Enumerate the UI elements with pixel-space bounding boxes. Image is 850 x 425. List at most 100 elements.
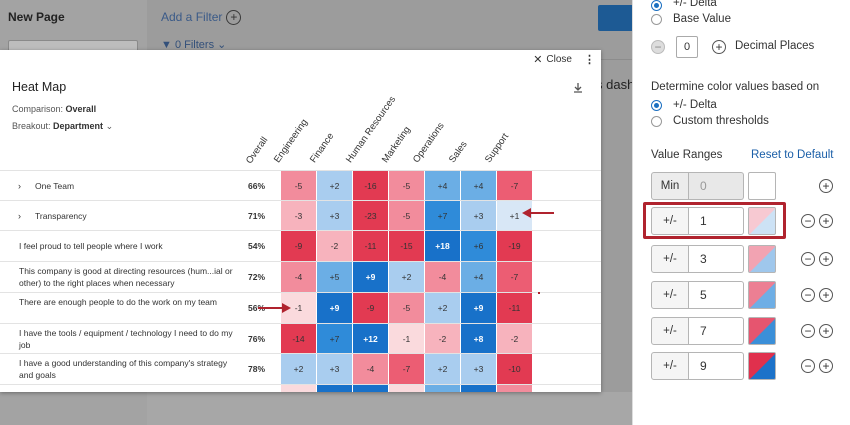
min-label: Min (651, 172, 689, 200)
minus-circle-icon[interactable]: − (651, 40, 665, 54)
heat-cell[interactable]: -2 (317, 231, 353, 262)
background-strip (147, 392, 632, 425)
chevron-right-icon[interactable]: › (18, 211, 21, 221)
heat-cell[interactable]: +4 (461, 262, 497, 293)
plus-circle-icon[interactable]: + (819, 288, 833, 302)
heat-cell[interactable]: -4 (281, 262, 317, 293)
plus-minus-button[interactable]: +/- (651, 245, 689, 273)
plus-circle-icon[interactable]: + (819, 359, 833, 373)
breakout-selector[interactable]: Breakout: Department ⌄ (12, 121, 113, 132)
heat-cell[interactable]: +9 (353, 262, 389, 293)
min-color-swatch[interactable] (748, 172, 776, 200)
range-value-input[interactable]: 3 (689, 245, 744, 273)
plus-circle-icon[interactable]: + (819, 324, 833, 338)
radio-color-delta[interactable] (651, 100, 662, 111)
heat-cell[interactable]: -7 (497, 171, 533, 201)
heat-cell[interactable]: +3 (461, 354, 497, 385)
heat-cell[interactable]: +2 (425, 354, 461, 385)
heat-cell[interactable]: -2 (497, 324, 533, 354)
heat-cell[interactable]: -10 (497, 354, 533, 385)
modal-toolbar: ✕ Close ⋮ (0, 50, 601, 68)
heat-cell[interactable]: -5 (281, 171, 317, 201)
range-value-input[interactable]: 7 (689, 317, 744, 345)
plus-circle-icon[interactable]: + (712, 40, 726, 54)
decimal-places-input[interactable]: 0 (676, 36, 698, 58)
heat-cell[interactable]: -7 (497, 262, 533, 293)
close-button[interactable]: Close (546, 53, 572, 65)
range-value-input[interactable]: 9 (689, 352, 744, 380)
heat-cell[interactable]: +3 (317, 201, 353, 231)
heat-cell[interactable]: -19 (497, 231, 533, 262)
table-row[interactable]: › One Team 66% -5 +2 -16 -5 +4 +4 -7 (0, 170, 601, 201)
heat-cell[interactable]: -4 (353, 354, 389, 385)
annotation-highlight-box (643, 202, 786, 239)
heat-cell[interactable]: +2 (425, 293, 461, 324)
heat-cell[interactable]: +4 (425, 171, 461, 201)
chevron-right-icon[interactable]: › (18, 181, 21, 191)
heat-cell[interactable]: -7 (389, 354, 425, 385)
plus-minus-button[interactable]: +/- (651, 317, 689, 345)
heat-cell[interactable]: +18 (425, 231, 461, 262)
heat-cell[interactable]: -2 (425, 324, 461, 354)
minus-circle-icon[interactable]: − (801, 324, 815, 338)
heat-cell[interactable]: +5 (317, 262, 353, 293)
plus-minus-button[interactable]: +/- (651, 281, 689, 309)
heat-cell[interactable]: -3 (281, 201, 317, 231)
heat-cell[interactable]: +7 (317, 324, 353, 354)
heat-cell[interactable]: +4 (461, 171, 497, 201)
heat-cell[interactable]: -14 (281, 324, 317, 354)
range-color-swatch[interactable] (748, 281, 776, 309)
range-color-swatch[interactable] (748, 207, 776, 235)
plus-circle-icon[interactable]: + (819, 214, 833, 228)
heat-cell[interactable]: -5 (389, 201, 425, 231)
heat-cell[interactable]: +12 (353, 324, 389, 354)
heat-cell[interactable]: +8 (461, 324, 497, 354)
heat-cell[interactable]: +2 (389, 262, 425, 293)
minus-circle-icon[interactable]: − (801, 252, 815, 266)
minus-circle-icon[interactable]: − (801, 359, 815, 373)
range-value-input[interactable]: 1 (689, 207, 744, 235)
table-row[interactable]: › Transparency 71% -3 +3 -23 -5 +7 +3 +1 (0, 200, 601, 231)
heat-cell[interactable]: -16 (353, 171, 389, 201)
heat-cell[interactable]: -4 (425, 262, 461, 293)
primary-action-button[interactable] (598, 5, 632, 31)
heat-cell[interactable]: -9 (281, 231, 317, 262)
annotation-arrow-right (530, 212, 554, 214)
close-icon[interactable]: ✕ (533, 53, 543, 66)
add-filter-link[interactable]: Add a Filter + (161, 10, 242, 25)
heat-cell[interactable]: +2 (317, 171, 353, 201)
heat-cell[interactable]: -9 (353, 293, 389, 324)
range-color-swatch[interactable] (748, 352, 776, 380)
heat-cell[interactable]: -5 (389, 171, 425, 201)
heat-cell[interactable]: +3 (317, 354, 353, 385)
download-icon[interactable] (572, 82, 584, 94)
heat-cell[interactable]: -23 (353, 201, 389, 231)
radio-delta-display[interactable] (651, 0, 662, 11)
heat-cell[interactable]: +9 (461, 293, 497, 324)
heat-cell[interactable]: +6 (461, 231, 497, 262)
value-ranges-label: Value Ranges (651, 149, 723, 161)
range-color-swatch[interactable] (748, 245, 776, 273)
heat-cell[interactable]: +9 (317, 293, 353, 324)
heat-cell[interactable]: -5 (389, 293, 425, 324)
range-value-input[interactable]: 5 (689, 281, 744, 309)
minus-circle-icon[interactable]: − (801, 214, 815, 228)
heat-cell[interactable]: +3 (461, 201, 497, 231)
heat-cell[interactable]: -1 (389, 324, 425, 354)
reset-to-default-link[interactable]: Reset to Default (751, 149, 834, 161)
range-color-swatch[interactable] (748, 317, 776, 345)
radio-base-value[interactable] (651, 14, 662, 25)
plus-minus-button[interactable]: +/- (651, 207, 689, 235)
radio-custom-thresholds[interactable] (651, 116, 662, 127)
heat-cell[interactable]: -11 (353, 231, 389, 262)
heat-cell[interactable]: -11 (497, 293, 533, 324)
heat-cell[interactable]: +7 (425, 201, 461, 231)
heat-cell[interactable]: -15 (389, 231, 425, 262)
filters-dropdown[interactable]: ▼ 0 Filters ⌄ (161, 38, 226, 51)
plus-circle-icon[interactable]: + (819, 252, 833, 266)
heat-cell[interactable]: +2 (281, 354, 317, 385)
minus-circle-icon[interactable]: − (801, 288, 815, 302)
plus-circle-icon[interactable]: + (819, 179, 833, 193)
kebab-menu-icon[interactable]: ⋮ (584, 53, 595, 66)
plus-minus-button[interactable]: +/- (651, 352, 689, 380)
